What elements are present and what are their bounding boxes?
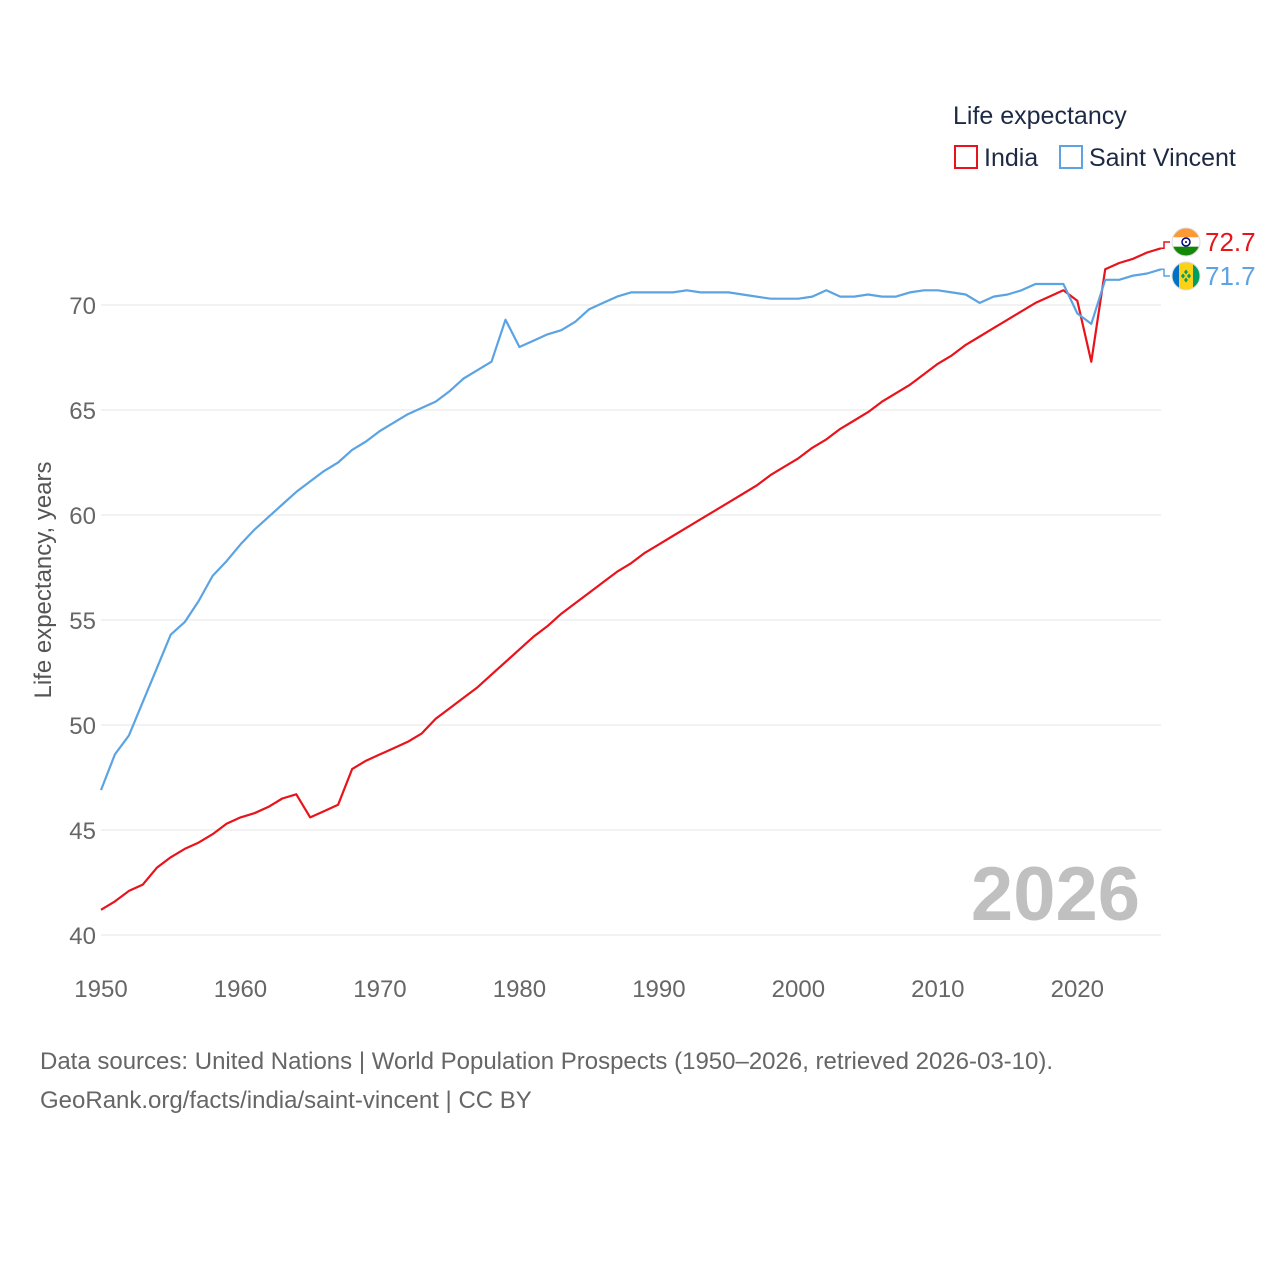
current-year-watermark: 2026 (971, 852, 1140, 937)
end-label-india: 72.7 (1205, 227, 1256, 257)
y-tick-label: 65 (69, 398, 96, 425)
y-tick-label: 55 (69, 608, 96, 635)
legend-item-saint-vincent[interactable]: Saint Vincent (1059, 144, 1236, 172)
end-connector-india (1161, 241, 1170, 250)
y-tick-label: 70 (69, 293, 96, 320)
x-tick-label: 1980 (493, 976, 546, 1003)
legend-item-india[interactable]: India (954, 144, 1038, 172)
y-axis-ticks: 40 45 50 55 60 65 70 (69, 293, 96, 950)
y-tick-label: 50 (69, 713, 96, 740)
x-tick-label: 2010 (911, 976, 964, 1003)
end-connector-saint-vincent (1161, 268, 1170, 277)
x-tick-label: 1990 (632, 976, 685, 1003)
series-lines (99, 247, 1162, 911)
y-tick-label: 45 (69, 818, 96, 845)
source-line-1: Data sources: United Nations | World Pop… (40, 1048, 1054, 1075)
india-flag-icon (1171, 227, 1201, 257)
y-tick-label: 40 (69, 923, 96, 950)
source-line-2: GeoRank.org/facts/india/saint-vincent | … (40, 1087, 532, 1114)
legend-label-india: India (984, 144, 1038, 172)
series-line-india[interactable] (100, 247, 1162, 911)
series-line-saint-vincent[interactable] (99, 268, 1162, 791)
x-axis-ticks: 1950 1960 1970 1980 1990 2000 2010 2020 (74, 976, 1104, 1003)
y-tick-label: 60 (69, 503, 96, 530)
legend: Life expectancy India Saint Vincent (953, 102, 1236, 172)
x-tick-label: 1970 (353, 976, 406, 1003)
legend-label-saint-vincent: Saint Vincent (1089, 144, 1236, 172)
end-label-saint-vincent: 71.7 (1205, 261, 1256, 291)
x-tick-label: 2020 (1051, 976, 1104, 1003)
x-tick-label: 1960 (214, 976, 267, 1003)
end-labels: 72.7 71.7 (1161, 227, 1256, 291)
source-note: Data sources: United Nations | World Pop… (40, 1042, 1053, 1120)
legend-swatch-saint-vincent (1059, 145, 1083, 169)
y-axis-label: Life expectancy, years (30, 461, 57, 698)
legend-title: Life expectancy (953, 102, 1127, 130)
x-tick-label: 2000 (772, 976, 825, 1003)
legend-swatch-india (954, 145, 978, 169)
grid-lines (101, 304, 1161, 936)
x-tick-label: 1950 (74, 976, 127, 1003)
saint-vincent-flag-icon (1171, 261, 1201, 291)
